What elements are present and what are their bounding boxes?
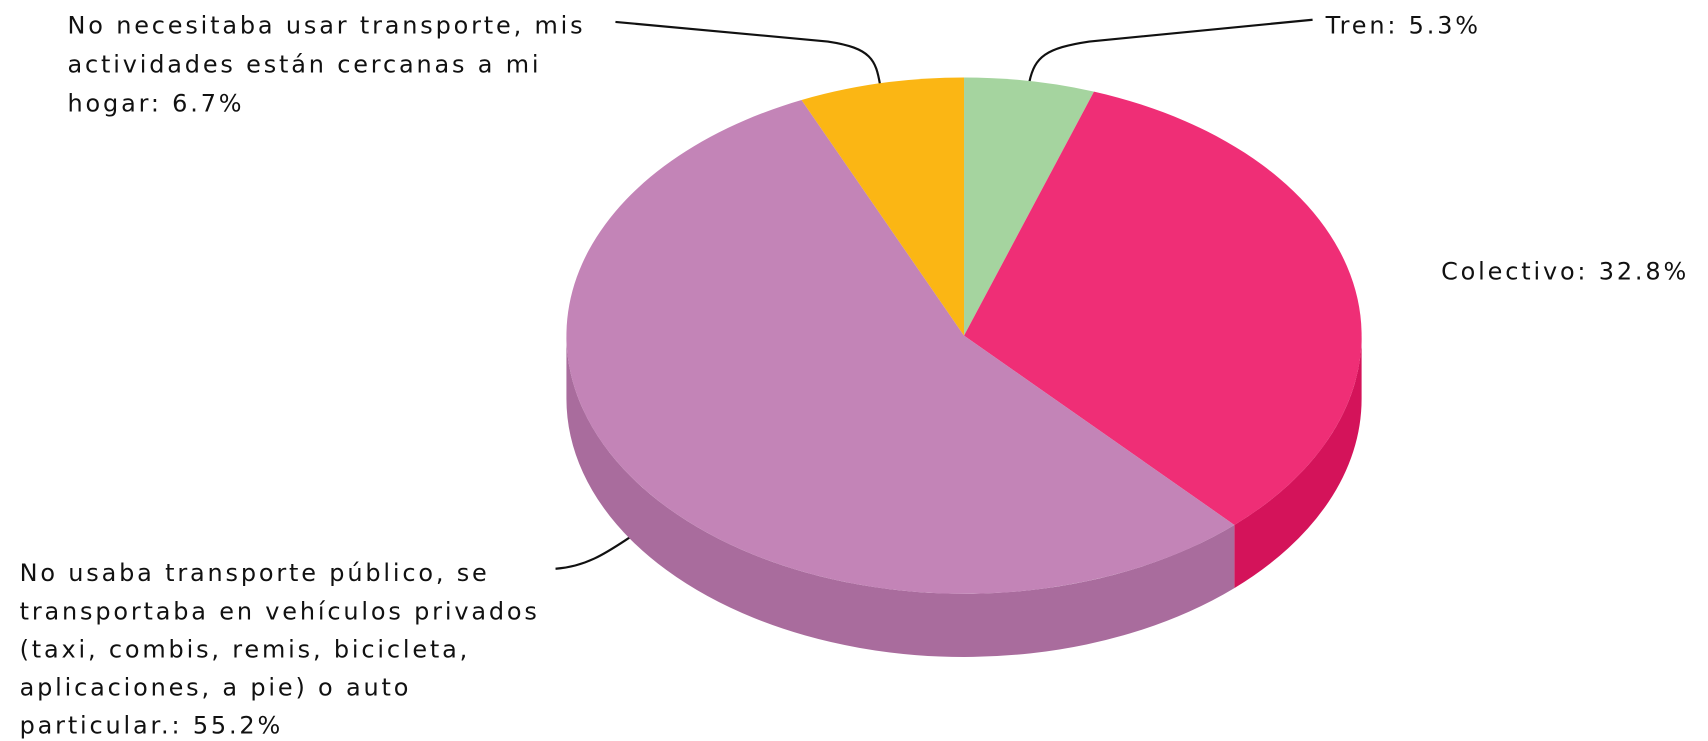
label-line: Tren: 5.3% xyxy=(1325,11,1481,39)
label-line: aplicaciones, a pie) o auto xyxy=(20,674,412,702)
label-line: transportaba en vehículos privados xyxy=(20,597,540,625)
leader-line xyxy=(615,20,882,86)
data-label: Colectivo: 32.8% xyxy=(1441,257,1689,285)
leader-line xyxy=(555,535,633,570)
label-line: hogar: 6.7% xyxy=(68,90,245,118)
pie xyxy=(566,77,1362,657)
label-line: (taxi, combis, remis, bicicleta, xyxy=(20,635,471,663)
leader-line xyxy=(1028,18,1313,83)
label-line: No usaba transporte público, se xyxy=(20,559,490,587)
label-line: Colectivo: 32.8% xyxy=(1441,257,1689,285)
data-label: No usaba transporte público, se transport… xyxy=(20,559,540,740)
slice xyxy=(964,77,1094,336)
slice xyxy=(801,77,965,336)
slice xyxy=(964,91,1362,525)
slice-side xyxy=(566,335,1235,657)
label-line: No necesitaba usar transporte, mis xyxy=(68,11,586,39)
slice-side xyxy=(1234,335,1362,589)
data-label: No necesitaba usar transporte, mis activi… xyxy=(68,11,586,117)
data-label: Tren: 5.3% xyxy=(1325,11,1481,39)
label-line: actividades están cercanas a mi xyxy=(68,51,542,79)
slice xyxy=(566,100,1235,594)
label-line: particular.: 55.2% xyxy=(20,712,283,740)
